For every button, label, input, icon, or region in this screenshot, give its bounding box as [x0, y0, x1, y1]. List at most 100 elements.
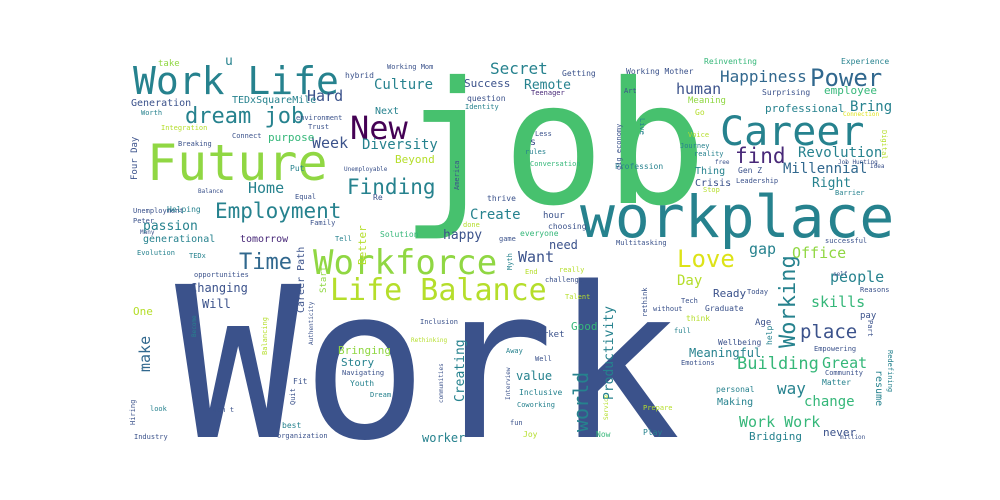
word-need: need — [549, 238, 578, 252]
word-free: free — [715, 159, 730, 166]
word-inclusive: Inclusive — [519, 388, 563, 397]
word-emotions: Emotions — [681, 359, 715, 367]
word-inclusion: Inclusion — [420, 318, 458, 326]
word-professional: professional — [765, 102, 845, 115]
word-integration: Integration — [161, 124, 208, 132]
word-reasons: Reasons — [860, 286, 890, 294]
word-revolution: Revolution — [798, 145, 883, 161]
word-reinventing: Reinventing — [704, 57, 757, 66]
word-leadership: Leadership — [736, 177, 779, 185]
word-family: Family — [310, 219, 336, 227]
word-personal: personal — [716, 385, 755, 394]
word-four-day: Four Day — [130, 136, 140, 180]
word-journey: Journey — [680, 142, 710, 150]
word-creating: Creating — [453, 339, 468, 402]
word-next: Next — [375, 106, 400, 117]
word-beyond: Beyond — [395, 153, 435, 166]
word-people: people — [830, 268, 885, 286]
word-take: take — [158, 59, 180, 69]
word-bridging: Bridging — [749, 430, 802, 443]
word-market: market — [532, 330, 565, 340]
word-really: really — [559, 266, 585, 274]
word-help: help — [765, 325, 774, 345]
word-culture: Culture — [374, 77, 434, 93]
word-human: human — [676, 80, 722, 98]
word-productivity: Productivity — [602, 306, 617, 400]
word-purpose: purpose — [268, 131, 315, 144]
word-generational: generational — [143, 234, 216, 245]
word-question: question — [467, 94, 506, 103]
word-workforce: Workforce — [313, 243, 498, 283]
word-remote: Remote — [524, 78, 571, 93]
word-thing: Thing — [695, 166, 726, 177]
word-cloud: Work job workplace Future Work Life Care… — [125, 50, 895, 450]
word-dream: Dream — [370, 391, 392, 399]
word-unemployment: Unemployment — [133, 207, 184, 215]
word-choosing: choosing — [548, 222, 587, 231]
word-change: change — [804, 394, 855, 410]
word-navigating: Navigating — [342, 369, 385, 377]
word-will: Will — [202, 297, 231, 311]
word-dream-job: dream job — [185, 104, 305, 129]
word-hiring: Hiring — [129, 399, 137, 425]
word-meaning: Meaning — [688, 96, 726, 106]
word-redefining: Redefining — [886, 350, 894, 393]
word-prepare: Prepare — [643, 404, 673, 412]
word-surprising: Surprising — [762, 88, 811, 97]
word-industry: Industry — [134, 433, 168, 441]
word-look: look — [150, 405, 167, 413]
word-secret: Secret — [490, 59, 548, 78]
word-well: Well — [535, 355, 552, 363]
word-tedx: TEDx — [189, 252, 206, 260]
word-hybrid: hybrid — [345, 71, 374, 80]
word-bring: Bring — [850, 99, 893, 115]
word-multitasking: Multitasking — [616, 239, 667, 247]
word-future: Future — [147, 134, 328, 192]
word-job: job — [400, 50, 708, 244]
word-identity: Identity — [465, 103, 499, 111]
word-breaking: Breaking — [178, 140, 212, 148]
word-millennial: Millennial — [783, 161, 868, 177]
word-working: Working — [776, 255, 801, 348]
word-become: Become — [191, 315, 198, 337]
word-coworking: Coworking — [517, 401, 555, 409]
word-solution: Solution — [380, 230, 419, 239]
word-age: Age — [755, 318, 772, 328]
word-conversation: Conversation — [530, 160, 581, 168]
word-trust: Trust — [308, 123, 330, 131]
word-find: find — [735, 144, 786, 168]
word-fit: Fit — [293, 377, 308, 386]
word-less: Less — [535, 130, 552, 138]
word-empowering: Empowering — [814, 345, 857, 353]
word-good: Good — [571, 320, 598, 333]
word-happiness: Happiness — [720, 67, 807, 86]
word-generation: Generation — [131, 98, 192, 109]
word-workplace: workplace — [580, 183, 895, 251]
word-matter: Matter — [822, 378, 851, 387]
word-play: Play — [643, 428, 663, 437]
word-voice: Voice — [688, 131, 710, 139]
word-rethink: rethink — [641, 287, 649, 317]
word-reality: reality — [694, 150, 724, 158]
word-s: s — [530, 137, 537, 148]
word-rules: rules — [525, 148, 547, 156]
word-many: Many — [140, 229, 155, 236]
word-working-mother: Working Mother — [626, 67, 694, 76]
word-job-hunting: Job Hunting — [838, 159, 878, 166]
word-never: never — [823, 426, 857, 439]
word-wellbeing: Wellbeing — [718, 338, 762, 347]
word-working-mom: Working Mom — [387, 63, 434, 71]
word-work: Work — [175, 242, 681, 451]
word-bringing: Bringing — [338, 344, 391, 357]
word-community: Community — [825, 369, 863, 377]
word-diversity: Diversity — [362, 137, 438, 153]
word-crisis: Crisis — [695, 178, 732, 189]
word-part: Part — [866, 320, 874, 337]
word-better: Better — [356, 225, 369, 265]
word-day: Day — [677, 273, 703, 289]
word-work-work: Work Work — [739, 413, 821, 431]
word-success: Success — [464, 77, 511, 90]
word-one: One — [133, 305, 153, 318]
word-making: Making — [717, 397, 754, 408]
word-self: self — [833, 271, 848, 278]
